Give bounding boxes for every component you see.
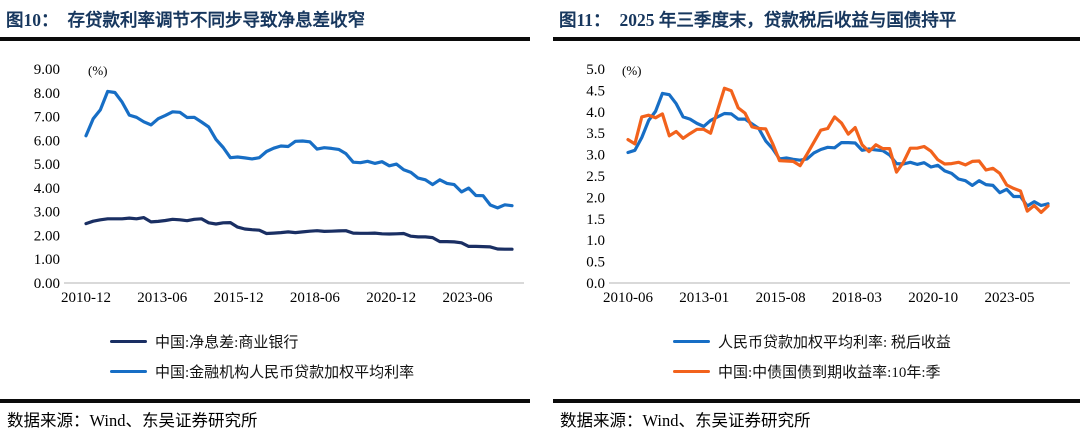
legend-label: 人民币贷款加权平均利率: 税后收益 bbox=[718, 335, 951, 351]
y-tick-label: 5.00 bbox=[34, 157, 60, 173]
figure-11-title: 图11： 2025 年三季度末，贷款税后收益与国债持平 bbox=[559, 7, 956, 32]
x-tick-label: 2023-05 bbox=[985, 290, 1035, 305]
y-tick-label: 8.00 bbox=[34, 86, 60, 102]
y-axis-unit-label: (%) bbox=[622, 63, 642, 78]
data-source: 数据来源：Wind、东吴证券研究所 bbox=[7, 411, 258, 430]
legend-label: 中国:中债国债到期收益率:10年:季 bbox=[718, 365, 941, 381]
y-tick-label: 3.0 bbox=[586, 148, 605, 164]
bottom-divider-rule bbox=[0, 399, 530, 403]
data-source: 数据来源：Wind、东吴证券研究所 bbox=[560, 411, 811, 430]
x-tick-label: 2013-01 bbox=[679, 290, 729, 305]
y-tick-label: 0.00 bbox=[34, 276, 60, 292]
x-tick-label: 2013-06 bbox=[137, 290, 187, 305]
x-tick-label: 2023-06 bbox=[443, 290, 493, 305]
line-chart-fig11: 5.0 4.5 4.0 3.5 3.0 2.5 2.0 1.5 1.0 0.5 0.0 (%) 2010… bbox=[586, 62, 1070, 305]
line-chart-fig10: 9.00 8.00 7.00 6.00 5.00 4.00 3.00 2.00 1.00 0.00… bbox=[34, 62, 524, 305]
legend-line-swatch bbox=[110, 339, 147, 344]
figure-title-text: 2025 年三季度末，贷款税后收益与国债持平 bbox=[619, 10, 957, 30]
y-tick-label: 0.5 bbox=[586, 255, 605, 271]
y-tick-label: 1.0 bbox=[586, 233, 605, 249]
legend-label: 中国:净息差:商业银行 bbox=[155, 335, 299, 351]
legend-label: 中国:金融机构人民币贷款加权平均利率 bbox=[155, 365, 415, 381]
y-tick-label: 2.5 bbox=[586, 169, 605, 185]
x-tick-label: 2010-12 bbox=[61, 290, 111, 305]
y-tick-label: 9.00 bbox=[34, 62, 60, 78]
legend-line-swatch bbox=[673, 339, 710, 344]
x-tick-label: 2015-12 bbox=[214, 290, 264, 305]
legend-fig10: 中国:净息差:商业银行中国:金融机构人民币贷款加权平均利率 bbox=[110, 331, 414, 382]
x-tick-label: 2020-10 bbox=[908, 290, 958, 305]
legend-line-swatch bbox=[673, 369, 710, 374]
x-tick-label: 2020-12 bbox=[366, 290, 416, 305]
legend-item: 中国:净息差:商业银行 bbox=[110, 331, 414, 352]
legend-item: 中国:中债国债到期收益率:10年:季 bbox=[673, 361, 951, 382]
title-divider-rule bbox=[0, 37, 530, 41]
y-tick-label: 1.00 bbox=[34, 252, 60, 268]
legend-item: 中国:金融机构人民币贷款加权平均利率 bbox=[110, 361, 414, 382]
bottom-divider-rule bbox=[553, 399, 1080, 403]
legend-fig11: 人民币贷款加权平均利率: 税后收益 中国:中债国债到期收益率:10年:季 bbox=[673, 331, 951, 382]
x-tick-label: 2018-06 bbox=[290, 290, 340, 305]
figure-number: 图10： bbox=[6, 10, 59, 30]
y-tick-label: 4.0 bbox=[586, 105, 605, 121]
y-tick-label: 6.00 bbox=[34, 133, 60, 149]
figure-title-text: 存贷款利率调节不同步导致净息差收窄 bbox=[67, 10, 366, 30]
x-tick-label: 2010-06 bbox=[603, 290, 653, 305]
y-tick-label: 2.00 bbox=[34, 228, 60, 244]
y-tick-label: 5.0 bbox=[586, 62, 605, 78]
y-axis-unit-label: (%) bbox=[88, 63, 108, 78]
title-divider-rule bbox=[553, 37, 1080, 41]
x-tick-label: 2015-08 bbox=[756, 290, 806, 305]
legend-line-swatch bbox=[110, 369, 147, 374]
series-line-0 bbox=[626, 91, 1050, 208]
y-tick-label: 4.00 bbox=[34, 181, 60, 197]
y-tick-label: 4.5 bbox=[586, 83, 605, 99]
y-tick-label: 7.00 bbox=[34, 110, 60, 126]
x-tick-label: 2018-03 bbox=[832, 290, 882, 305]
figure-number: 图11： bbox=[559, 10, 611, 30]
y-tick-label: 3.5 bbox=[586, 126, 605, 142]
figure-11-panel: 图11： 2025 年三季度末，贷款税后收益与国债持平 5.0 4.5 4.0 3.5 3… bbox=[553, 0, 1080, 430]
y-tick-label: 0.0 bbox=[586, 276, 605, 292]
series-line-1 bbox=[626, 86, 1050, 214]
y-tick-label: 1.5 bbox=[586, 212, 605, 228]
y-tick-label: 3.00 bbox=[34, 205, 60, 221]
figure-10-title: 图10： 存贷款利率调节不同步导致净息差收窄 bbox=[6, 7, 365, 32]
figure-10-panel: 图10： 存贷款利率调节不同步导致净息差收窄 9.00 8.00 7.00 6.00 5.… bbox=[0, 0, 530, 430]
series-line-1 bbox=[84, 89, 514, 210]
series-line-0 bbox=[84, 216, 514, 251]
y-tick-label: 2.0 bbox=[586, 190, 605, 206]
legend-item: 人民币贷款加权平均利率: 税后收益 bbox=[673, 331, 951, 352]
